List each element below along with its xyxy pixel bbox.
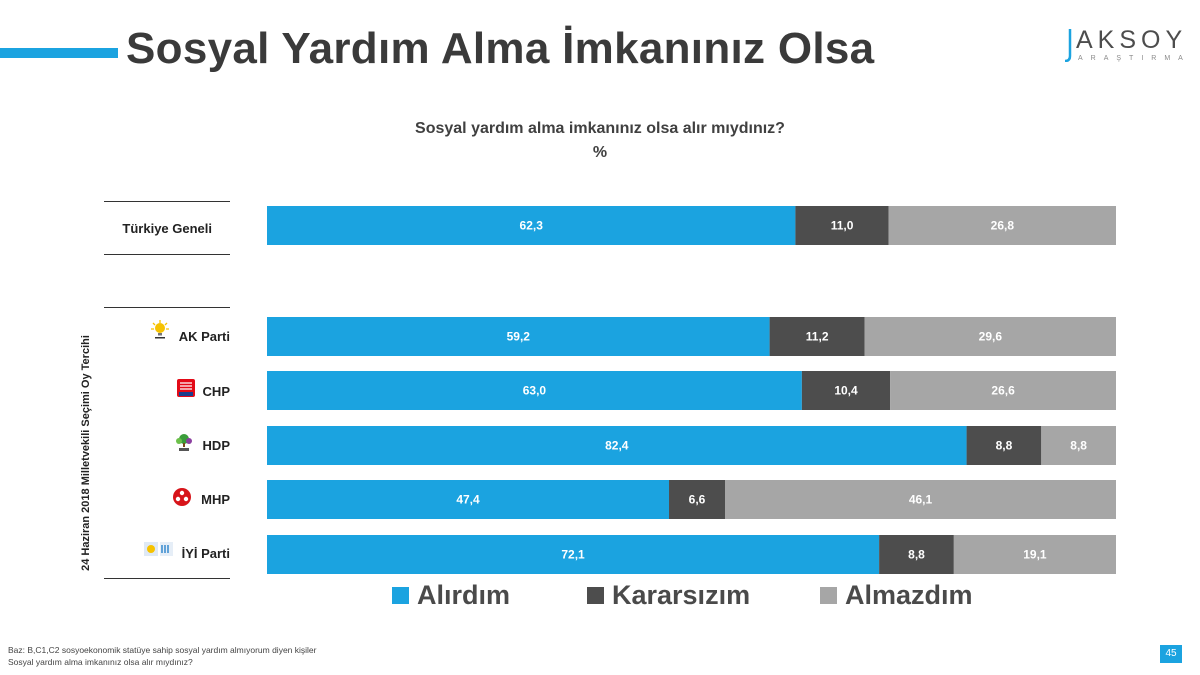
chart-title: Sosyal yardım alma imkanınız olsa alır m… <box>415 120 785 137</box>
bar-value-label: 6,6 <box>689 493 706 507</box>
title-accent-bar <box>0 48 118 58</box>
logo-text: AKSOY <box>1076 26 1188 54</box>
chp-six-arrows-icon <box>177 379 195 397</box>
category-label-turkiye-geneli: Türkiye Geneli <box>122 221 212 236</box>
bar-segment-almazdim <box>890 371 1116 410</box>
bar-segment-alirdim <box>267 535 880 574</box>
chart-legend: Alırdım Kararsızım Almazdım <box>0 580 1200 614</box>
logo-subtext: ARAŞTIRMA <box>1078 55 1191 62</box>
bar-segment-almazdim <box>888 206 1116 245</box>
legend-swatch <box>820 587 837 604</box>
legend-swatch <box>392 587 409 604</box>
divider-line <box>104 201 230 202</box>
bar-value-label: 11,0 <box>831 219 854 233</box>
bar-value-label: 8,8 <box>1070 439 1087 453</box>
bar-segment-kararsizim <box>669 480 726 519</box>
category-label-iyi-parti: İYİ Parti <box>181 546 230 561</box>
mhp-crescents-icon <box>173 488 191 506</box>
bar-value-label: 26,8 <box>991 219 1015 233</box>
bar-value-label: 46,1 <box>909 493 933 507</box>
iyi-parti-sun-icon <box>144 542 173 556</box>
bar-value-label: 11,2 <box>806 330 829 344</box>
legend-item-alirdim: Alırdım <box>392 580 510 611</box>
bar-value-label: 19,1 <box>1023 548 1047 562</box>
legend-label: Kararsızım <box>612 580 751 610</box>
bar-value-label: 82,4 <box>605 439 629 453</box>
legend-swatch <box>587 587 604 604</box>
category-label-chp: CHP <box>202 384 230 399</box>
bar-value-label: 8,8 <box>996 439 1013 453</box>
divider-line <box>104 578 230 579</box>
divider-line <box>104 307 230 308</box>
bar-segment-alirdim <box>267 206 796 245</box>
category-label-hdp: HDP <box>202 438 230 453</box>
footnote-base: Baz: B,C1,C2 sosyoekonomik statüye sahip… <box>8 645 317 655</box>
category-label-ak-parti: AK Parti <box>178 329 230 344</box>
category-label-mhp: MHP <box>201 492 230 507</box>
bar-segment-kararsizim <box>795 206 889 245</box>
divider-line <box>104 254 230 255</box>
bar-value-label: 63,0 <box>523 384 547 398</box>
bar-segment-kararsizim <box>966 426 1042 465</box>
bar-segment-alirdim <box>267 317 770 356</box>
bar-segment-almazdim <box>953 535 1116 574</box>
bar-segment-almazdim <box>725 480 1116 519</box>
aksoy-logo: AKSOY ARAŞTIRMA <box>1064 26 1184 66</box>
legend-label: Alırdım <box>417 580 511 610</box>
bar-value-label: 59,2 <box>507 330 531 344</box>
hdp-tree-icon <box>176 434 192 451</box>
bar-segment-almazdim <box>864 317 1116 356</box>
legend-label: Almazdım <box>845 580 973 610</box>
bar-value-label: 10,4 <box>834 384 858 398</box>
bar-segment-kararsizim <box>801 371 891 410</box>
bar-value-label: 47,4 <box>456 493 480 507</box>
bar-segment-alirdim <box>267 480 670 519</box>
bar-value-label: 26,6 <box>991 384 1015 398</box>
page-number: 45 <box>1160 645 1182 663</box>
legend-item-almazdim: Almazdım <box>820 580 973 611</box>
logo-mark-icon <box>1064 29 1072 62</box>
ak-parti-lightbulb-icon <box>151 320 169 339</box>
bar-segment-almazdim <box>1041 426 1116 465</box>
footnote-question: Sosyal yardım alma imkanınız olsa alır m… <box>8 657 193 667</box>
bar-segment-alirdim <box>267 371 802 410</box>
bar-value-label: 72,1 <box>561 548 585 562</box>
chart-unit: % <box>592 144 608 161</box>
legend-item-kararsizim: Kararsızım <box>587 580 750 611</box>
bar-value-label: 29,6 <box>979 330 1003 344</box>
bar-segment-kararsizim <box>879 535 954 574</box>
bar-value-label: 8,8 <box>908 548 925 562</box>
page-title: Sosyal Yardım Alma İmkanınız Olsa <box>126 24 875 73</box>
bar-segment-kararsizim <box>769 317 865 356</box>
bar-value-label: 62,3 <box>520 219 544 233</box>
bar-segment-alirdim <box>267 426 967 465</box>
